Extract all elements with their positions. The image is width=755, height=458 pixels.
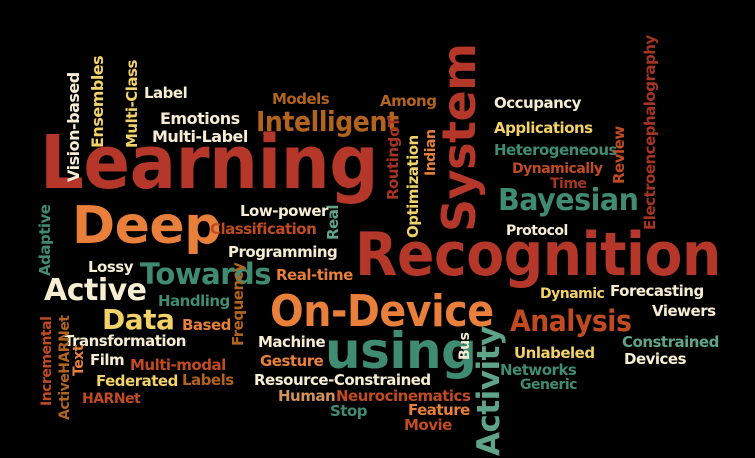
word-vision-based: Vision-based [64, 72, 83, 182]
word-towards: Towards [140, 257, 272, 291]
word-real: Real [324, 205, 342, 240]
word-multi-class: Multi-Class [123, 60, 141, 148]
word-human: Human [278, 387, 336, 405]
word-multi-label: Multi-Label [152, 127, 248, 146]
word-real-time: Real-time [276, 266, 353, 284]
word-low-power: Low-power [240, 202, 328, 220]
word-gesture: Gesture [260, 352, 324, 370]
word-bayesian: Bayesian [498, 183, 639, 218]
word-system: System [432, 43, 486, 232]
word-resource-constrained: Resource-Constrained [254, 371, 431, 389]
word-forecasting: Forecasting [610, 282, 704, 300]
word-emotions: Emotions [160, 109, 240, 128]
word-stop: Stop [330, 402, 368, 420]
word-dynamic: Dynamic [540, 286, 605, 302]
word-harnet: HARNet [82, 391, 141, 407]
word-protocol: Protocol [506, 223, 568, 239]
word-transformation: Transformation [64, 332, 187, 350]
word-networks: Networks [500, 361, 577, 379]
word-unlabeled: Unlabeled [514, 344, 595, 362]
word-adaptive: Adaptive [36, 204, 54, 276]
word-analysis: Analysis [510, 304, 632, 338]
word-models: Models [272, 90, 330, 108]
word-bus: Bus [457, 332, 473, 360]
word-viewers: Viewers [652, 302, 716, 320]
word-routing: Routing [384, 137, 402, 200]
word-text: Text [71, 345, 87, 376]
word-devices: Devices [624, 350, 687, 368]
word-applications: Applications [494, 119, 593, 137]
word-handling: Handling [158, 292, 230, 310]
word-electroencephalography: Electroencephalography [641, 35, 659, 230]
word-activeharnet: ActiveHARNet [57, 315, 73, 420]
word-labels: Labels [182, 371, 234, 389]
word-based: Based [182, 316, 231, 334]
word-incremental: Incremental [39, 316, 55, 406]
word-federated: Federated [96, 372, 178, 390]
word-occupancy: Occupancy [494, 94, 581, 112]
word-dynamically: Dynamically [512, 161, 603, 177]
word-active: Active [44, 273, 147, 308]
word-data: Data [102, 303, 175, 336]
word-iot: IoT [385, 117, 403, 142]
word-film: Film [90, 351, 125, 369]
word-deep: Deep [72, 196, 221, 256]
word-time: Time [550, 176, 587, 192]
word-learning: Learning [40, 120, 379, 206]
word-using: using [325, 322, 477, 380]
word-constrained: Constrained [622, 333, 719, 351]
word-heterogeneous: Heterogeneous [494, 141, 617, 159]
word-activity: Activity [471, 326, 507, 456]
word-neurocinematics: Neurocinematics [336, 387, 471, 405]
word-review: Review [610, 126, 628, 184]
word-lossy: Lossy [88, 258, 134, 276]
word-movie: Movie [404, 416, 452, 434]
word-indian: Indian [423, 129, 439, 176]
word-generic: Generic [520, 377, 577, 393]
word-recognition: Recognition [355, 220, 721, 290]
word-ensembles: Ensembles [88, 55, 107, 148]
word-programming: Programming [228, 243, 338, 261]
word-label: Label [144, 84, 188, 102]
word-optimization: Optimization [404, 135, 422, 238]
word-frequency: Frequency [229, 262, 247, 346]
word-multi-modal: Multi-modal [130, 356, 226, 374]
word-intelligent: Intelligent [256, 105, 399, 138]
word-on-device: On-Device [270, 286, 494, 337]
word-feature: Feature [408, 401, 470, 419]
word-machine: Machine [258, 333, 326, 351]
word-classification: Classification [210, 220, 317, 238]
word-among: Among [380, 92, 437, 110]
